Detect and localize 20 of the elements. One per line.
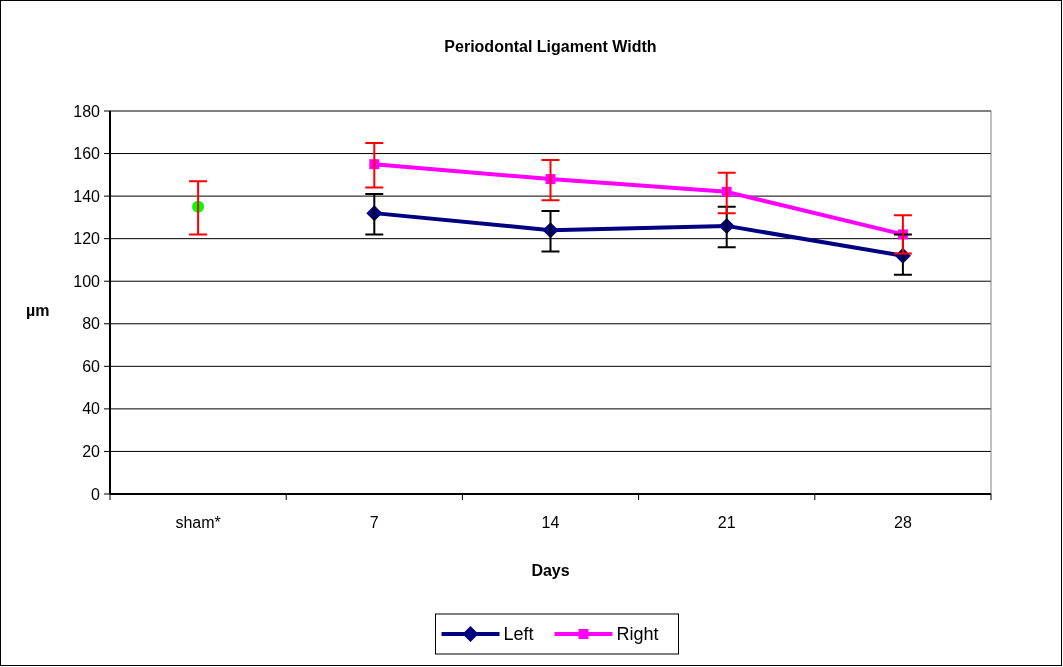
y-tick-label: 80 bbox=[82, 315, 101, 333]
x-tick-label: sham* bbox=[175, 514, 221, 531]
y-tick-label: 160 bbox=[73, 145, 101, 163]
x-tick-label: 28 bbox=[894, 514, 912, 531]
y-tick-label: 40 bbox=[82, 400, 101, 418]
y-tick-label: 20 bbox=[82, 443, 101, 461]
y-tick-label: 180 bbox=[73, 102, 101, 120]
x-axis-title: Days bbox=[531, 562, 570, 579]
y-tick-label: 140 bbox=[73, 187, 101, 205]
y-axis-title: µm bbox=[26, 302, 50, 319]
y-tick-label: 0 bbox=[91, 485, 101, 503]
y-tick-label: 100 bbox=[73, 272, 101, 290]
y-tick-label: 120 bbox=[73, 230, 101, 248]
chart-title: Periodontal Ligament Width bbox=[444, 38, 657, 55]
legend-label: Right bbox=[616, 624, 659, 645]
x-tick-label: 21 bbox=[717, 514, 736, 531]
legend-label: Left bbox=[503, 624, 534, 645]
y-tick-label: 60 bbox=[82, 357, 101, 375]
x-tick-label: 14 bbox=[541, 514, 560, 531]
x-tick-label: 7 bbox=[369, 514, 379, 531]
